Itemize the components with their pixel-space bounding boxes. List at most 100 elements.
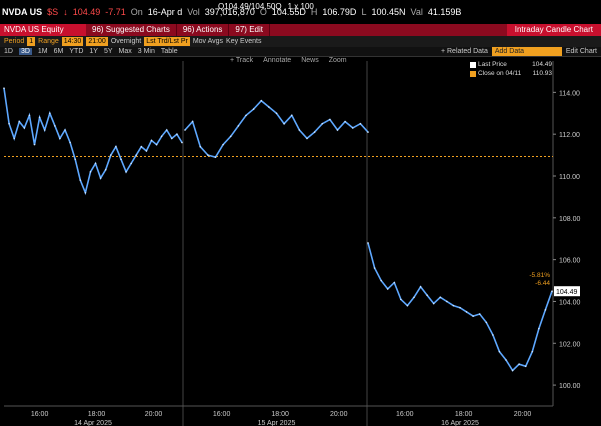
low-value: 100.45N — [371, 7, 406, 17]
interval-3d[interactable]: 3D — [18, 48, 32, 55]
chart-title: Intraday Candle Chart — [506, 24, 601, 36]
period-label: Period — [4, 38, 25, 45]
price-point — [373, 267, 376, 269]
interval-1y[interactable]: 1Y — [89, 48, 98, 55]
track-tool[interactable]: + Track — [230, 57, 254, 64]
range-end-input[interactable]: 21:00 — [86, 37, 108, 46]
price-point — [283, 122, 285, 125]
price-point — [229, 135, 232, 138]
y-tick-label: 106.00 — [559, 258, 581, 265]
period-input[interactable]: 1 — [27, 37, 36, 46]
news-tool[interactable]: News — [301, 57, 319, 64]
price-point — [439, 296, 442, 299]
edit-chart-button[interactable]: Edit Chart — [565, 48, 597, 55]
bar-size-select[interactable]: 3 Min — [137, 48, 155, 55]
price-point — [13, 137, 15, 140]
interval-max[interactable]: Max — [118, 48, 132, 55]
price-point — [298, 129, 301, 131]
zoom-tool[interactable]: Zoom — [328, 57, 347, 64]
price-series-line — [184, 99, 369, 159]
interval-6m[interactable]: 6M — [53, 48, 64, 55]
chart-legend: Last Price 104.49 Close on 04/11 110.93 — [470, 60, 552, 78]
edit-menu[interactable]: 97) Edit — [229, 24, 270, 36]
key-events-toggle[interactable]: Key Events — [226, 38, 262, 45]
price-point — [419, 286, 422, 288]
volume-label: Vol — [187, 7, 200, 17]
price-point — [69, 141, 71, 144]
day-label: 15 Apr 2025 — [258, 420, 296, 426]
interval-1d[interactable]: 1D — [4, 48, 13, 55]
price-point — [268, 106, 270, 108]
price-point — [64, 129, 66, 131]
lst-trd-select[interactable]: Lst Trd/Lst Pr — [144, 37, 190, 46]
price-point — [74, 158, 76, 161]
bid-ask-size: 1 x 100 — [287, 2, 314, 11]
legend-last-label: Last Price — [478, 61, 507, 68]
price-point — [43, 129, 46, 131]
annotate-tool[interactable]: Annotate — [263, 57, 292, 64]
interval-1m[interactable]: 1M — [37, 48, 48, 55]
price-series-line — [3, 88, 183, 196]
price-point — [191, 120, 194, 123]
price-point — [518, 363, 520, 365]
actions-menu[interactable]: 96) Actions — [177, 24, 230, 36]
price-point — [351, 127, 354, 129]
price-point — [498, 350, 501, 353]
day-label: 16 Apr 2025 — [441, 420, 479, 426]
price-point — [290, 114, 293, 117]
price-point — [145, 150, 148, 152]
security-field[interactable]: NVDA US Equity — [0, 24, 86, 36]
price-point — [181, 141, 183, 144]
table-button[interactable]: Table — [160, 48, 178, 55]
price-point — [367, 242, 369, 244]
currency-label: $S — [47, 7, 59, 17]
bid-ask: Q104.49/104.50Q — [218, 2, 282, 11]
price-point — [176, 133, 178, 135]
change-pct-label: -5.81% — [529, 272, 550, 279]
price-point — [125, 171, 127, 173]
y-tick-label: 104.00 — [559, 299, 581, 306]
x-tick-label: 18:00 — [455, 411, 473, 418]
price-point — [222, 143, 224, 146]
price-point — [28, 114, 31, 117]
price-point — [110, 154, 112, 156]
price-point — [344, 120, 346, 123]
high-label: H — [310, 7, 318, 17]
price-point — [237, 125, 240, 127]
price-point — [336, 129, 339, 131]
volume-value: 397,016,870 — [204, 7, 255, 17]
price-point — [446, 300, 448, 303]
price-point — [386, 288, 389, 290]
price-chart[interactable]: 100.00 102.00 104.00 106.00 108.00 110.00 112.… — [0, 57, 601, 426]
y-tick-label: 100.00 — [559, 383, 581, 390]
legend-swatch-last — [470, 61, 476, 68]
x-tick-label: 16:00 — [396, 411, 414, 418]
price-point — [380, 279, 382, 282]
price-point — [472, 315, 474, 317]
function-toolbar: NVDA US Equity 96) Suggested Charts 96) … — [0, 24, 601, 36]
range-start-input[interactable]: 14:30 — [61, 37, 84, 46]
mov-avgs-toggle[interactable]: Mov Avgs — [192, 38, 224, 45]
add-data-input[interactable]: Add Data — [491, 47, 562, 56]
price-point — [531, 350, 534, 353]
down-arrow-icon: ↓ — [63, 7, 68, 17]
x-tick-label: 20:00 — [330, 411, 348, 418]
price-point — [452, 304, 455, 307]
price-point — [207, 154, 209, 156]
x-tick-label: 18:00 — [271, 411, 289, 418]
legend-last-value: 104.49 — [532, 61, 552, 68]
price-point — [426, 294, 428, 296]
interval-5y[interactable]: 5Y — [103, 48, 113, 55]
price-point — [150, 139, 153, 142]
val-label: Val — [410, 7, 423, 17]
range-label: Range — [38, 38, 59, 45]
related-data-button[interactable]: + Related Data — [440, 48, 488, 55]
last-price: 104.49 — [72, 7, 101, 17]
price-point — [140, 145, 143, 148]
legend-last-price: Last Price 104.49 — [470, 60, 552, 69]
price-point — [524, 365, 527, 368]
suggested-charts-menu[interactable]: 96) Suggested Charts — [86, 24, 177, 36]
bid-ask-quote: Q104.49/104.50Q 1 x 100 — [218, 2, 314, 11]
overnight-toggle[interactable]: Overnight — [110, 38, 142, 45]
interval-ytd[interactable]: YTD — [69, 48, 84, 55]
